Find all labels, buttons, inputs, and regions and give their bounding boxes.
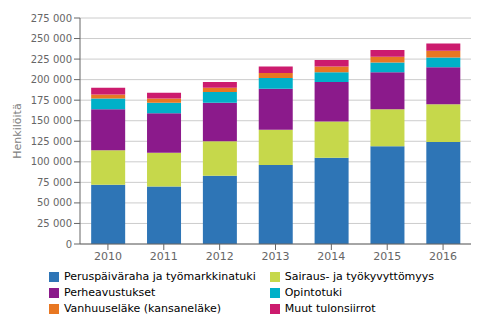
svg-text:2016: 2016 xyxy=(429,250,457,263)
svg-text:2012: 2012 xyxy=(206,250,234,263)
svg-text:Henkilöitä: Henkilöitä xyxy=(11,103,24,158)
svg-text:2010: 2010 xyxy=(94,250,122,263)
html-text:Peruspäiväraha ja työmarkkinat: Peruspäiväraha ja työmarkkinatuki xyxy=(63,270,256,283)
svg-text:200 000: 200 000 xyxy=(31,74,72,85)
html-text:Muut tulonsiirrot: Muut tulonsiirrot xyxy=(284,302,376,315)
svg-text:275 000: 275 000 xyxy=(31,13,72,24)
svg-text:75 000: 75 000 xyxy=(37,177,72,188)
svg-text:175 000: 175 000 xyxy=(31,95,72,106)
svg-text:125 000: 125 000 xyxy=(31,136,72,147)
svg-text:2013: 2013 xyxy=(262,250,290,263)
svg-text:25 000: 25 000 xyxy=(37,218,72,229)
svg-text:250 000: 250 000 xyxy=(31,33,72,44)
svg-text:0: 0 xyxy=(66,239,72,250)
html-text:Vanhuuseläke (kansaneläke): Vanhuuseläke (kansaneläke) xyxy=(63,302,221,315)
html-text:Perheavustukset: Perheavustukset xyxy=(63,286,156,299)
svg-text:50 000: 50 000 xyxy=(37,197,72,208)
svg-text:225 000: 225 000 xyxy=(31,54,72,65)
svg-text:2014: 2014 xyxy=(317,250,345,263)
svg-text:150 000: 150 000 xyxy=(31,115,72,126)
svg-text:100 000: 100 000 xyxy=(31,156,72,167)
svg-text:2015: 2015 xyxy=(373,250,401,263)
svg-text:2011: 2011 xyxy=(150,250,178,263)
html-text:Sairaus- ja työkyvyttömyys: Sairaus- ja työkyvyttömyys xyxy=(284,270,435,283)
html-text:Opintotuki: Opintotuki xyxy=(284,286,343,299)
